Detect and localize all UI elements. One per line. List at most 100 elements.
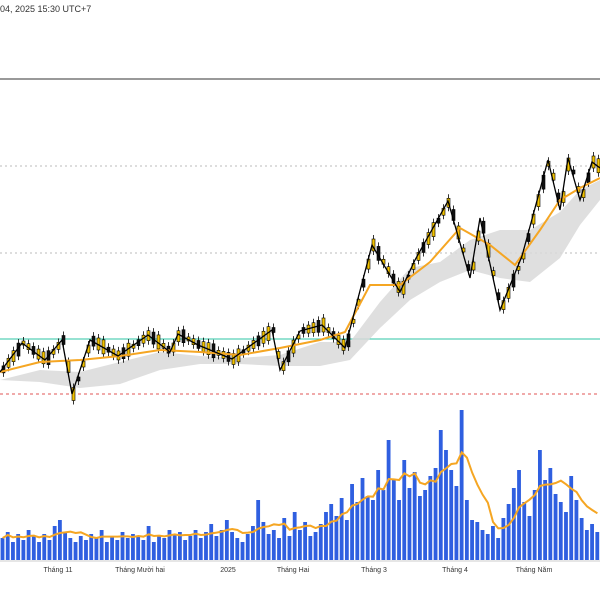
volume-bar xyxy=(5,532,10,560)
volume-bar xyxy=(391,480,396,560)
volume-bar xyxy=(595,532,600,560)
volume-bar xyxy=(584,530,589,560)
volume-bar xyxy=(454,486,459,560)
chart-timestamp: 04, 2025 15:30 UTC+7 xyxy=(0,4,92,14)
volume-bar xyxy=(277,538,281,560)
time-axis-label: Tháng Năm xyxy=(516,567,553,574)
volume-bar xyxy=(329,504,334,560)
volume-bar xyxy=(485,534,490,560)
volume-bar xyxy=(183,540,188,560)
volume-bar xyxy=(444,450,448,560)
volume-bar xyxy=(204,532,208,560)
time-axis-label: Tháng Mười hai xyxy=(115,567,165,574)
volume-bar xyxy=(198,538,203,560)
volume-bar xyxy=(188,536,193,560)
volume-bar xyxy=(57,520,62,560)
volume-bar xyxy=(381,490,386,560)
time-axis-label: 2025 xyxy=(220,567,236,574)
volume-bar xyxy=(292,512,297,560)
volume-bar xyxy=(496,538,501,560)
volume-moving-average xyxy=(2,450,598,540)
volume-bar xyxy=(68,538,73,560)
volume-bar xyxy=(532,490,537,560)
volume-bar xyxy=(397,500,401,560)
volume-bar xyxy=(449,470,454,560)
volume-bar xyxy=(84,540,88,560)
volume-bar xyxy=(224,520,229,560)
volume-bar xyxy=(412,472,417,560)
volume-bar xyxy=(506,504,511,560)
volume-bar xyxy=(251,526,255,560)
volume-bar xyxy=(558,502,563,560)
volume-bar xyxy=(214,536,219,560)
volume-bar xyxy=(324,512,328,560)
volume-bar xyxy=(99,530,104,560)
volume-bar xyxy=(590,524,594,560)
volume-bar xyxy=(303,522,308,560)
time-axis-label: Tháng 4 xyxy=(442,567,468,574)
volume-bar xyxy=(350,484,354,560)
volume-bar xyxy=(308,536,313,560)
volume-bar xyxy=(42,534,47,560)
volume-bar xyxy=(245,534,250,560)
volume-bar xyxy=(0,538,5,560)
volume-bar xyxy=(256,500,261,560)
volume-bar xyxy=(47,540,52,560)
volume-bar xyxy=(564,512,568,560)
volume-bar xyxy=(146,526,151,560)
volume-bar xyxy=(115,540,120,560)
volume-bar xyxy=(548,468,553,560)
volume-bar xyxy=(428,476,433,560)
volume-bar xyxy=(569,476,574,560)
volume-bar xyxy=(438,430,443,560)
volume-histogram xyxy=(0,410,600,560)
volume-bar xyxy=(11,542,15,560)
volume-bar xyxy=(371,500,375,560)
time-axis-label: Tháng Hai xyxy=(277,567,310,574)
volume-bar xyxy=(37,542,41,560)
volume-bar xyxy=(475,522,480,560)
volume-bar xyxy=(297,530,302,560)
time-axis-label: Tháng 11 xyxy=(43,567,72,574)
volume-bar xyxy=(177,532,182,560)
volume-bar xyxy=(120,532,125,560)
volume-bar xyxy=(271,530,276,560)
volume-bar xyxy=(417,496,422,560)
volume-bar xyxy=(543,480,548,560)
volume-bar xyxy=(313,532,318,560)
volume-bar xyxy=(261,522,266,560)
volume-bar xyxy=(52,526,57,560)
volume-bar xyxy=(125,538,130,560)
volume-bar xyxy=(31,536,36,560)
volume-bar xyxy=(553,494,558,560)
volume-bar xyxy=(89,534,94,560)
volume-bar xyxy=(459,410,464,560)
volume-bar xyxy=(219,530,224,560)
volume-bar xyxy=(433,468,438,560)
volume-bar xyxy=(240,542,245,560)
volume-bar xyxy=(423,490,428,560)
volume-bar xyxy=(402,460,407,560)
volume-bar xyxy=(266,534,271,560)
volume-bar xyxy=(360,478,365,560)
volume-bar xyxy=(522,502,527,560)
volume-bar xyxy=(230,532,234,560)
time-axis-label: Tháng 3 xyxy=(361,567,387,574)
volume-bar xyxy=(501,518,506,560)
volume-bar xyxy=(334,516,339,560)
volume-bar xyxy=(21,540,26,560)
volume-bar xyxy=(287,536,292,560)
volume-bar xyxy=(355,502,360,560)
volume-bar xyxy=(517,470,521,560)
volume-bar xyxy=(193,530,198,560)
zigzag-price-line xyxy=(0,157,600,395)
volume-bar xyxy=(511,488,516,560)
volume-bar xyxy=(407,488,412,560)
volume-bar xyxy=(63,532,68,560)
volume-bar xyxy=(282,518,287,560)
volume-bar xyxy=(167,530,172,560)
volume-bar xyxy=(579,518,584,560)
volume-ma-polyline xyxy=(2,450,598,540)
volume-bar xyxy=(94,538,99,560)
